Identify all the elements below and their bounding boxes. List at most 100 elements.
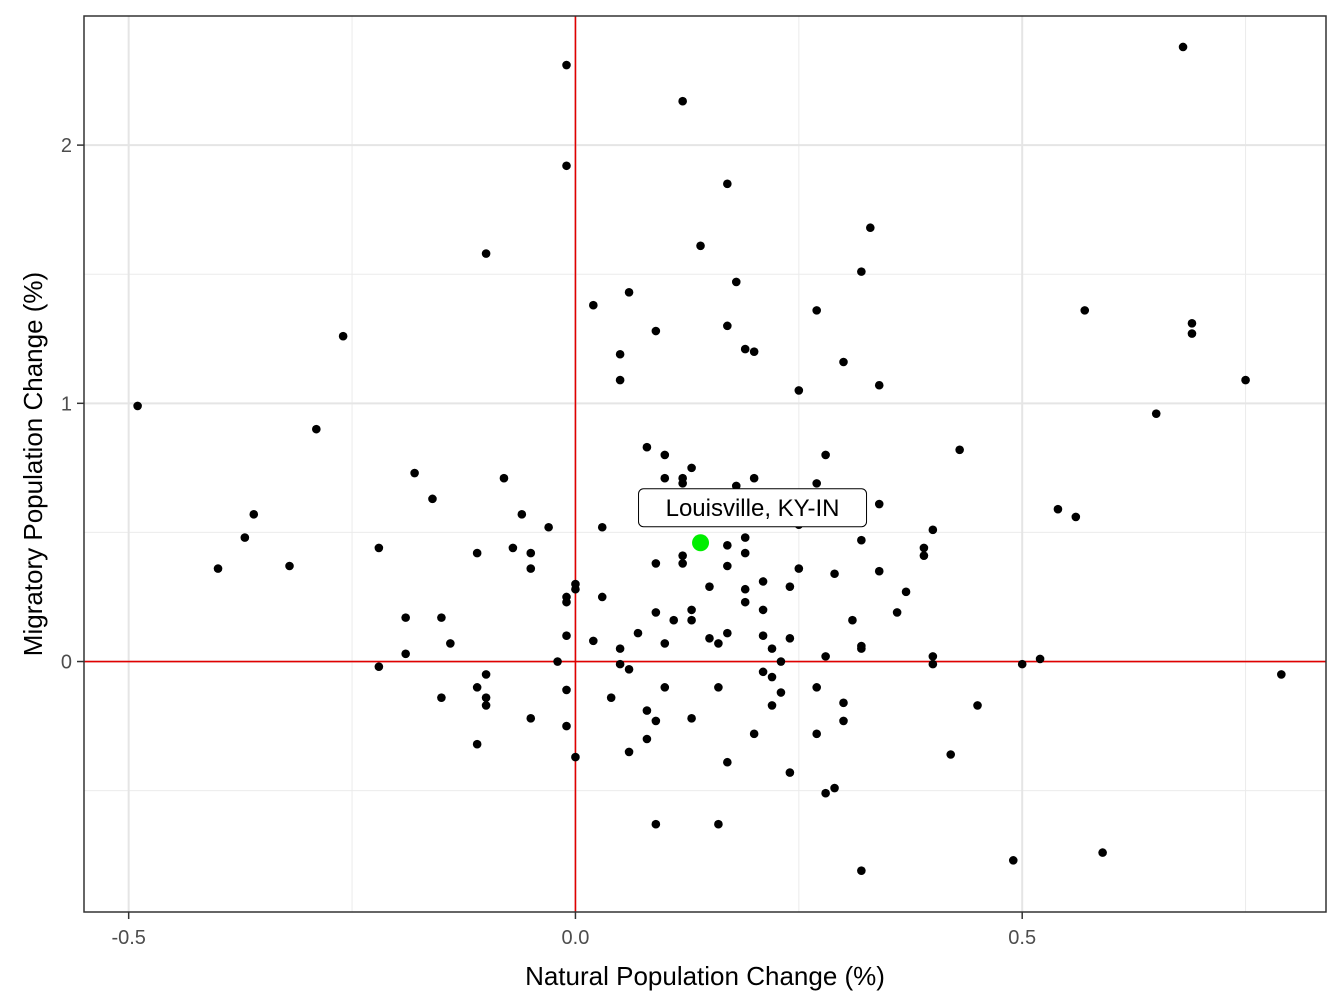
data-point [723,628,732,638]
data-point [723,321,732,331]
data-point [919,543,929,553]
data-point [874,499,884,509]
data-point [928,652,938,661]
data-point [696,241,705,251]
data-point [731,277,741,287]
data-point [651,608,661,617]
data-point [562,60,571,70]
data-point [660,473,670,483]
data-point [767,672,777,682]
data-point [562,631,571,641]
panel-border [83,15,1327,913]
data-point [767,701,777,710]
x-axis-title: Natural Population Change (%) [525,961,885,991]
data-point [812,306,821,315]
data-point [437,693,446,702]
data-point [812,729,821,739]
highlight-label: Louisville, KY-IN [666,495,840,522]
data-point [758,577,768,586]
y-tick-label: 0 [61,652,72,674]
data-point [794,386,804,395]
data-point [624,747,634,757]
data-point [973,701,982,710]
data-point [285,561,294,571]
highlight-label-box [638,488,868,528]
data-point [249,510,259,519]
data-point [446,639,455,648]
data-point [678,479,687,488]
data-point [758,605,768,615]
data-point [589,300,598,310]
data-point [660,683,670,692]
data-point [428,494,437,504]
data-point [615,644,625,653]
data-point [901,587,911,597]
data-point [705,582,714,591]
data-point [624,664,634,674]
data-point [472,683,482,692]
data-point [651,326,661,336]
reference-lines [84,16,1326,912]
data-point [857,267,866,276]
data-point [767,644,777,653]
data-point [133,401,142,411]
data-point [714,639,723,648]
data-point [749,729,759,739]
data-point [651,559,661,568]
data-point [731,481,741,491]
data-point [785,768,795,777]
data-point [919,551,929,560]
x-tick-label: 0.0 [562,927,590,949]
data-point [624,287,634,297]
data-point [1277,670,1286,679]
data-point [723,757,732,767]
data-point [812,479,821,488]
data-point [562,597,571,607]
data-point [526,714,536,723]
highlight-group: Louisville, KY-IN [638,488,868,552]
data-point [928,659,938,669]
data-point [633,628,643,638]
data-point [481,701,491,710]
data-point [857,866,866,875]
data-point [338,331,348,341]
data-point [749,347,759,356]
data-point [678,551,687,560]
data-point [955,445,964,455]
data-point [472,548,482,558]
data-point [866,223,875,233]
data-point [597,592,607,602]
data-point [723,561,732,571]
data-point [740,597,750,607]
highlight-point [692,534,710,552]
data-point [830,569,839,579]
data-point [597,522,607,532]
data-point [857,644,866,653]
data-point [642,706,652,715]
data-point [401,649,410,659]
y-axis: 0 1 2 [61,135,84,674]
data-point [687,463,696,473]
data-point [517,510,527,519]
data-point [1017,659,1027,669]
data-point [615,375,625,385]
data-point [848,615,857,625]
data-point [508,543,518,553]
data-point [839,716,848,726]
data-point [1098,848,1107,857]
data-point [874,380,884,390]
grid-major [84,16,1326,912]
data-point [374,662,384,671]
data-point [312,424,321,434]
data-point [740,548,750,558]
data-point [562,721,571,731]
data-point [687,714,696,723]
data-point [642,734,652,744]
data-point [705,633,714,643]
data-point [1187,329,1197,338]
data-point [857,535,866,545]
data-point [544,522,553,532]
data-point [437,613,446,622]
data-point [758,667,768,677]
